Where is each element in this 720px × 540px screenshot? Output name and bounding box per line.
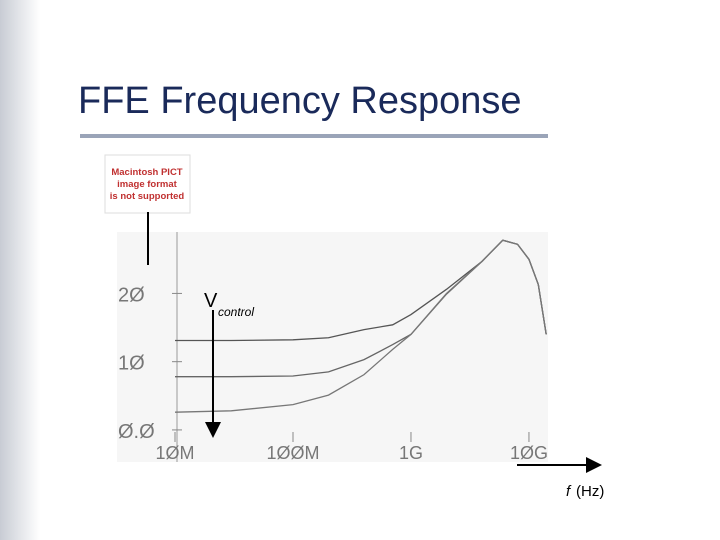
side-stripe bbox=[0, 0, 40, 540]
y-tick-label: 1Ø bbox=[118, 353, 145, 375]
y-tick-label: Ø.Ø bbox=[118, 421, 155, 443]
annotation-subscript: control bbox=[218, 305, 254, 319]
placeholder-image bbox=[104, 154, 191, 214]
series-line bbox=[174, 239, 547, 413]
placeholder-text: is not supported bbox=[110, 191, 185, 202]
x-tick-label: 1G bbox=[399, 443, 423, 463]
placeholder-text: Macintosh PICT bbox=[111, 167, 182, 178]
plot: Ø.Ø 1Ø 2Ø 1ØM 1ØØM 1G 1ØG bbox=[118, 232, 548, 463]
x-axis-variable: f bbox=[566, 483, 572, 500]
plot-area bbox=[117, 232, 548, 462]
y-tick-label: 2Ø bbox=[118, 284, 145, 306]
placeholder-text: image format bbox=[117, 179, 177, 190]
title-rule bbox=[80, 134, 548, 138]
x-tick-label: 1ØG bbox=[510, 443, 548, 463]
annotation-symbol: V bbox=[204, 290, 218, 312]
slide-title: FFE Frequency Response bbox=[78, 80, 522, 122]
x-tick-label: 1ØM bbox=[155, 443, 194, 463]
x-tick-label: 1ØØM bbox=[266, 443, 319, 463]
x-axis-unit: (Hz) bbox=[576, 483, 604, 500]
